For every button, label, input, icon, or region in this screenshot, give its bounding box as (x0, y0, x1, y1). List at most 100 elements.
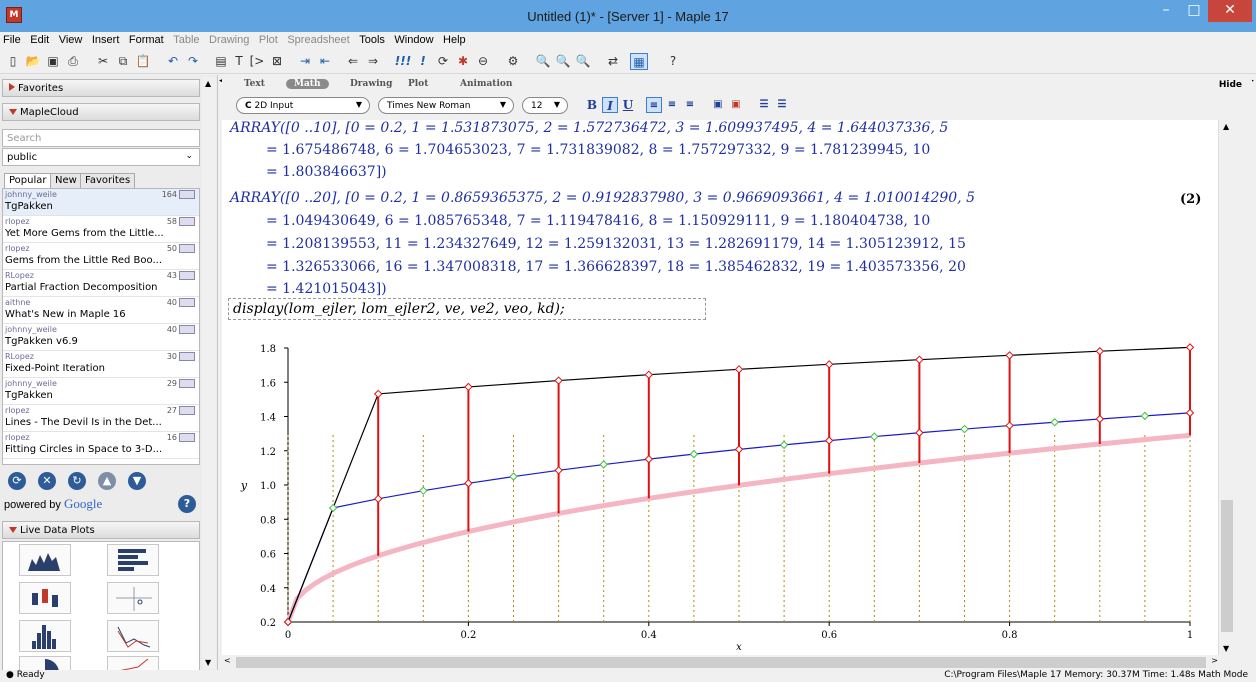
list-item[interactable]: rlopez 16 Fitting Circles in Space to 3-… (3, 432, 199, 459)
menu-format[interactable]: Format (128, 34, 164, 46)
outdent-icon[interactable]: ⇤ (319, 54, 331, 68)
minimize-button[interactable]: – (1162, 2, 1170, 18)
favorites-section[interactable]: Favorites (2, 79, 200, 97)
list-item[interactable]: johnny_weile 40 TgPakken v6.9 (3, 324, 199, 351)
list-item[interactable]: rlopez 50 Gems from the Little Red Boo..… (3, 243, 199, 270)
restart-icon[interactable]: ⟳ (437, 54, 449, 68)
live-data-plots-section[interactable]: Live Data Plots (2, 521, 200, 539)
scroll-right-icon[interactable]: > (1211, 656, 1218, 665)
execute-icon[interactable]: ! (420, 54, 426, 68)
line-plot-icon[interactable] (107, 620, 159, 652)
scroll-thumb[interactable] (1221, 500, 1233, 632)
menu-file[interactable]: File (3, 34, 21, 46)
list-item[interactable]: johnny_weile 29 TgPakken (3, 378, 199, 405)
list-item[interactable]: rlopez 58 Yet More Gems from the Little.… (3, 216, 199, 243)
tab-plot[interactable]: Plot (408, 79, 429, 89)
execute-all-icon[interactable]: !!! (394, 54, 412, 68)
open-icon[interactable]: 📂 (25, 54, 41, 68)
tab-drawing[interactable]: Drawing (350, 79, 393, 89)
bold-button[interactable]: B (586, 98, 598, 112)
scroll-down-icon[interactable]: ▼ (1223, 644, 1230, 653)
list-item[interactable]: rlopez 27 Lines - The Devil Is in the De… (3, 405, 199, 432)
scroll-left-icon[interactable]: < (224, 656, 231, 665)
worksheet[interactable]: ARRAY([0 ..10], [0 = 0.2, 1 = 1.53187307… (222, 120, 1218, 655)
help-icon[interactable]: ? (178, 495, 196, 513)
section-icon[interactable]: ⊠ (271, 54, 283, 68)
foreground-color-icon[interactable]: ▣ (713, 99, 723, 110)
align-right-icon[interactable]: ≡ (685, 99, 695, 110)
maximize-button[interactable]: □ (1187, 2, 1201, 18)
search-input[interactable]: Search (2, 129, 200, 147)
menu-insert[interactable]: Insert (91, 34, 120, 46)
print-icon[interactable]: ⎙ (68, 54, 78, 68)
sync-icon[interactable]: ↻ (68, 472, 86, 490)
show-hide-icon[interactable]: ▦ (630, 53, 648, 70)
zoom-150-icon[interactable]: 🔍 (555, 54, 571, 68)
tab-text[interactable]: Text (244, 79, 265, 89)
list-item[interactable]: johnny_weile 164 TgPakken (3, 189, 199, 216)
menu-plot[interactable]: Plot (258, 34, 278, 46)
toggle-input-icon[interactable]: ⇄ (607, 54, 619, 68)
indent-icon[interactable]: ⇥ (299, 54, 311, 68)
box-plot-icon[interactable] (19, 582, 71, 614)
copy-icon[interactable]: ⧉ (118, 54, 128, 68)
redo-icon[interactable]: ↷ (187, 54, 199, 68)
input-command[interactable]: display(lom_ejler, lom_ejler2, ve, ve2, … (228, 298, 706, 320)
help-icon[interactable]: ? (669, 54, 677, 68)
cut-icon[interactable]: ✂ (97, 54, 109, 68)
upload-icon[interactable]: ▲ (98, 472, 116, 490)
menu-spreadsheet[interactable]: Spreadsheet (287, 34, 350, 46)
bar-chart-icon[interactable] (107, 544, 159, 576)
input-mode-select[interactable]: C 2D Input ▼ (236, 97, 370, 114)
list-item[interactable]: RLopez 43 Partial Fraction Decomposition (3, 270, 199, 297)
tab-favorites[interactable]: Favorites (80, 173, 136, 189)
menu-help[interactable]: Help (443, 34, 466, 46)
maplecloud-section[interactable]: MapleCloud (2, 103, 200, 121)
scroll-thumb[interactable] (236, 657, 1206, 668)
document-horizontal-scrollbar[interactable]: < > (222, 655, 1218, 670)
bulleted-list-icon[interactable]: ☰ (759, 99, 769, 110)
zoom-100-icon[interactable]: 🔍 (535, 54, 551, 68)
zoom-200-icon[interactable]: 🔍 (575, 54, 591, 68)
tab-animation[interactable]: Animation (460, 79, 513, 89)
new-document-icon[interactable]: ▯ (9, 54, 17, 68)
histogram-icon[interactable] (19, 620, 71, 652)
undo-icon[interactable]: ↶ (167, 54, 179, 68)
text-mode-icon[interactable]: T (235, 54, 243, 68)
underline-button[interactable]: U (622, 98, 634, 112)
palette-scrollbar[interactable]: ▲ ▼ (202, 77, 216, 669)
numbered-list-icon[interactable]: ☰ (777, 99, 787, 110)
debug-icon[interactable]: ✱ (457, 54, 469, 68)
execution-group-icon[interactable]: [> (249, 54, 265, 68)
document-vertical-scrollbar[interactable]: ▲ ▼ (1218, 120, 1234, 655)
save-icon[interactable]: ▣ (47, 54, 59, 68)
menu-window[interactable]: Window (394, 34, 434, 46)
menu-table[interactable]: Table (173, 34, 200, 46)
paste-icon[interactable]: 📋 (135, 54, 151, 68)
menu-drawing[interactable]: Drawing (209, 34, 250, 46)
tab-popular[interactable]: Popular (4, 173, 52, 189)
background-color-icon[interactable]: ▣ (731, 99, 741, 110)
align-center-icon[interactable]: ≡ (667, 99, 677, 110)
stop-icon[interactable]: ⊖ (477, 54, 489, 68)
math-mode-icon[interactable]: ▤ (215, 54, 227, 68)
refresh-icon[interactable]: ⟳ (8, 472, 26, 490)
scatter-plot-icon[interactable] (107, 582, 159, 614)
italic-button[interactable]: I (602, 97, 618, 113)
tab-new[interactable]: New (50, 173, 82, 189)
menu-view[interactable]: View (58, 34, 83, 46)
download-icon[interactable]: ▼ (128, 472, 146, 490)
tab-math[interactable]: Math (286, 79, 329, 89)
font-select[interactable]: Times New Roman ▼ (378, 97, 514, 114)
list-item[interactable]: aithne 40 What's New in Maple 16 (3, 297, 199, 324)
plot-region[interactable]: 0 0.2 0.4 0.6 0.8 1 0.2 0.4 0.6 0.8 1.0 1.2 1.4 1.6 1.… (222, 340, 1218, 655)
scroll-down-icon[interactable]: ▼ (205, 658, 212, 667)
scroll-up-icon[interactable]: ▲ (205, 79, 212, 88)
font-size-select[interactable]: 12 ▼ (522, 97, 568, 114)
back-icon[interactable]: ⇐ (347, 54, 359, 68)
list-item[interactable]: RLopez 30 Fixed-Point Iteration (3, 351, 199, 378)
menu-edit[interactable]: Edit (30, 34, 50, 46)
forward-icon[interactable]: ⇒ (367, 54, 379, 68)
scroll-up-icon[interactable]: ▲ (1223, 122, 1230, 131)
align-left-icon[interactable]: ≡ (646, 97, 662, 113)
